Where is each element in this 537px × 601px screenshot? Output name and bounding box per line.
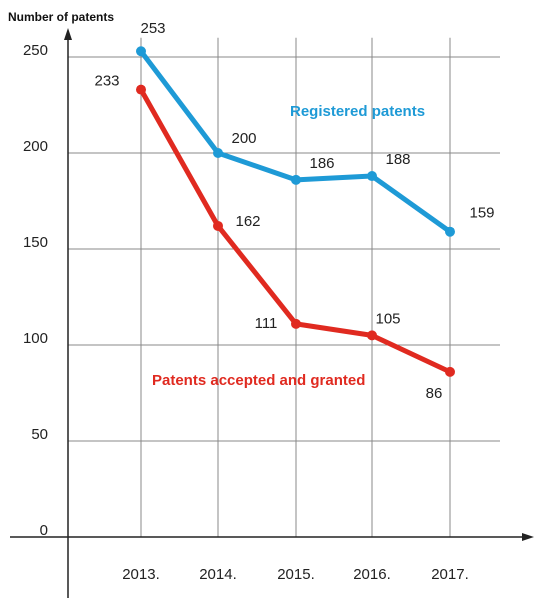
y-axis-arrow [64,28,72,40]
y-tick-label: 0 [40,522,48,539]
data-label: 86 [426,385,443,402]
x-tick-label: 2017. [431,566,469,583]
data-point [291,318,301,329]
data-label: 200 [231,130,256,147]
data-label: 253 [140,20,165,37]
data-point [136,84,146,95]
y-tick-label: 100 [23,330,48,347]
data-point [367,171,377,182]
x-tick-label: 2014. [199,566,237,583]
y-tick-label: 200 [23,138,48,155]
data-label: 111 [255,315,278,332]
x-tick-label: 2016. [353,566,391,583]
x-tick-label: 2015. [277,566,315,583]
data-label: 162 [235,213,260,230]
data-point [136,46,146,57]
data-label: 186 [309,155,334,172]
data-label: 105 [375,310,400,327]
data-point [445,366,455,377]
data-label: 233 [94,73,119,90]
y-tick-label: 150 [23,234,48,251]
series-label: Registered patents [290,103,425,120]
data-point [367,330,377,341]
data-point [213,148,223,158]
data-point [213,220,223,231]
series-label: Patents accepted and granted [152,372,365,389]
y-tick-label: 250 [23,42,48,59]
data-label: 159 [469,205,494,222]
chart-title: Number of patents [8,10,114,24]
y-tick-label: 50 [31,426,48,443]
data-point [291,174,301,185]
data-label: 188 [385,151,410,168]
data-point [445,226,455,237]
grid [68,37,500,537]
x-tick-label: 2013. [122,566,160,583]
x-axis-arrow [522,533,534,541]
